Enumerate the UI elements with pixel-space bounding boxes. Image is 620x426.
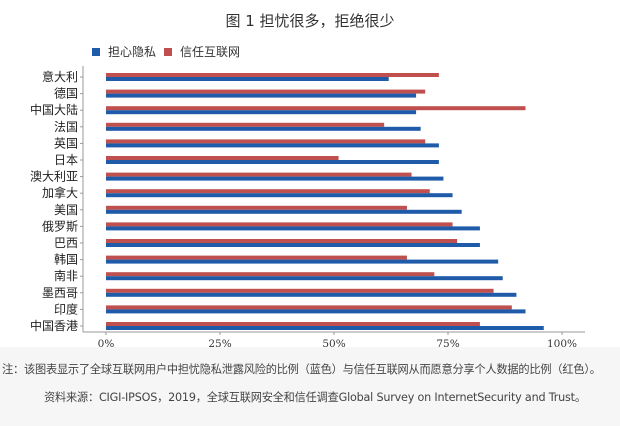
y-tick-label: 意大利	[42, 69, 78, 84]
bar-trust	[106, 322, 480, 326]
legend-label-trust: 信任互联网	[180, 45, 241, 59]
legend-swatch-blue	[92, 47, 100, 56]
bar-trust	[106, 139, 426, 144]
bar-trust	[106, 305, 512, 310]
bar-trust	[106, 73, 439, 77]
bar-trust	[106, 272, 435, 277]
bar-trust	[106, 205, 407, 210]
bar-privacy	[106, 326, 544, 330]
y-tick-label: 南非	[54, 268, 78, 283]
y-tick-label: 美国	[54, 203, 78, 217]
bar-privacy	[106, 243, 480, 247]
x-tick-label: 75%	[436, 338, 459, 347]
legend: 担心隐私 信任互联网	[92, 43, 248, 60]
y-tick-label: 韩国	[54, 252, 78, 267]
bar-trust	[106, 255, 407, 260]
footer: 注：该图表显示了全球互联网用户中担忧隐私泄露风险的比例（蓝色）与信任互联网从而愿…	[0, 347, 620, 426]
bar-trust	[106, 172, 412, 177]
y-tick-label: 俄罗斯	[42, 219, 78, 233]
bar-chart: 0% 25% 50% 75% 100% 意大利德国中国大陆法国英国日本澳大利亚加拿大美国俄…	[30, 66, 585, 347]
bar-privacy	[106, 226, 480, 231]
bar-privacy	[106, 209, 462, 214]
y-tick-label: 英国	[54, 136, 78, 150]
bar-trust	[106, 156, 339, 160]
bar-privacy	[106, 77, 389, 81]
bar-privacy	[106, 110, 417, 115]
y-tick-label: 中国香港	[30, 318, 78, 333]
y-tick-label: 法国	[54, 120, 78, 134]
bar-privacy	[106, 126, 421, 131]
bar-privacy	[106, 143, 439, 148]
bar-trust	[106, 89, 426, 94]
x-tick-label: 100%	[547, 338, 577, 347]
bar-privacy	[106, 160, 439, 164]
legend-label-privacy: 担心隐私	[108, 45, 157, 59]
x-tick-label: 50%	[322, 338, 345, 347]
y-tick-label: 墨西哥	[42, 286, 78, 300]
bar-trust	[106, 222, 453, 227]
bar-trust	[106, 122, 385, 127]
bar-privacy	[106, 193, 453, 198]
bar-privacy	[106, 93, 417, 98]
y-tick-label: 印度	[54, 301, 78, 316]
chart-title: 图 1 担忧很多，拒绝很少	[225, 12, 395, 30]
x-tick-label: 25%	[208, 338, 231, 347]
x-tick-label: 0%	[98, 338, 115, 347]
y-tick-label: 日本	[54, 153, 78, 167]
bar-privacy	[106, 176, 444, 181]
bar-privacy	[106, 259, 499, 264]
legend-item-trust: 信任互联网	[164, 43, 240, 60]
bar-trust	[106, 189, 430, 194]
y-tick-label: 德国	[54, 86, 78, 101]
legend-item-privacy: 担心隐私	[92, 43, 156, 60]
legend-swatch-red	[164, 47, 173, 56]
y-tick-label: 巴西	[54, 236, 78, 250]
y-tick-label: 加拿大	[42, 185, 78, 200]
y-tick-label: 中国大陆	[30, 102, 78, 117]
bar-privacy	[106, 309, 526, 314]
bar-privacy	[106, 292, 517, 297]
bar-trust	[106, 239, 458, 243]
footnote: 注：该图表显示了全球互联网用户中担忧隐私泄露风险的比例（蓝色）与信任互联网从而愿…	[2, 363, 601, 376]
y-tick-label: 澳大利亚	[30, 170, 78, 184]
bar-privacy	[106, 276, 503, 281]
source-citation: 资料来源：CIGI-IPSOS，2019，全球互联网安全和信任调查Global …	[44, 391, 586, 404]
bar-trust	[106, 106, 526, 111]
bar-trust	[106, 288, 494, 293]
